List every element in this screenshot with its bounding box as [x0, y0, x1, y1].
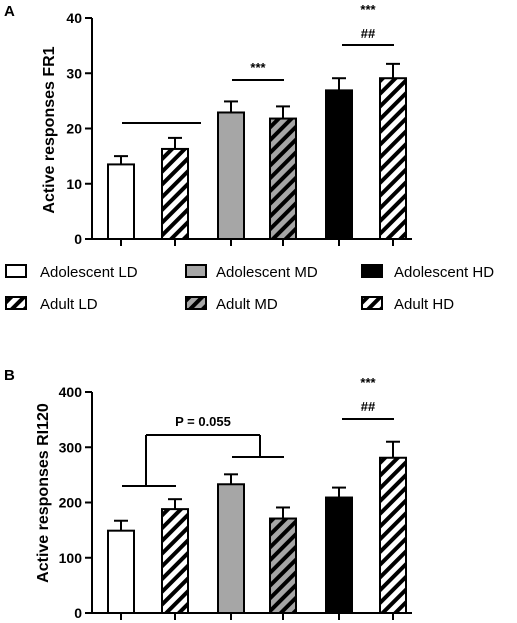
significance-hd-hash: ## [361, 399, 376, 414]
y-tick-label: 10 [66, 176, 82, 192]
bar-adolescent-ld [107, 163, 135, 241]
chart-panel-a: 0 10 20 30 40 *** *** ## [66, 2, 412, 247]
legend-label-adult-md: Adult MD [216, 296, 278, 313]
bar-adolescent-md [217, 111, 245, 240]
legend-label-adult-hd: Adult HD [394, 296, 454, 313]
panel-letter-b: B [4, 367, 15, 384]
y-axis-label-b: Active responses RI120 [35, 403, 52, 583]
significance-hd-star: *** [360, 375, 376, 390]
y-axis-label-a: Active responses FR1 [41, 46, 58, 213]
legend-swatch-adult-ld [5, 296, 27, 310]
bar-adult-ld [161, 147, 189, 241]
legend-swatch-adult-md [185, 296, 207, 310]
legend-label-adolescent-ld: Adolescent LD [40, 264, 138, 281]
bar-adult-hd [379, 77, 407, 240]
legend-label-adult-ld: Adult LD [40, 296, 98, 313]
y-tick-label: 20 [66, 121, 82, 137]
bar-adult-hd [379, 456, 407, 614]
y-tick-label: 100 [59, 550, 83, 566]
y-tick-label: 0 [74, 605, 82, 621]
significance-hd-star: *** [360, 2, 376, 17]
bar-adolescent-hd [325, 89, 353, 240]
panel-letter-a: A [4, 3, 15, 20]
bar-adult-md [269, 117, 297, 240]
chart-panel-b: 0 100 200 300 400 P = 0.055 *** ## [59, 375, 412, 621]
bar-adolescent-md [217, 483, 245, 614]
legend: Adolescent LD Adolescent MD Adolescent H… [5, 264, 494, 313]
significance-hd-hash: ## [361, 26, 376, 41]
y-tick-label: 200 [59, 495, 83, 511]
bar-adult-ld [161, 508, 189, 615]
y-tick-label: 400 [59, 384, 83, 400]
y-tick-label: 300 [59, 439, 83, 455]
legend-swatch-adolescent-ld [5, 264, 27, 278]
bar-adolescent-ld [107, 529, 135, 614]
legend-swatch-adolescent-md [185, 264, 207, 278]
y-tick-label: 30 [66, 65, 82, 81]
y-tick-label: 40 [66, 10, 82, 26]
p-value-label: P = 0.055 [175, 414, 231, 429]
y-tick-label: 0 [74, 231, 82, 247]
legend-label-adolescent-md: Adolescent MD [216, 264, 318, 281]
bar-adolescent-hd [325, 496, 353, 614]
significance-md: *** [250, 60, 266, 75]
legend-swatch-adult-hd [361, 296, 383, 310]
bar-adult-md [269, 517, 297, 615]
legend-label-adolescent-hd: Adolescent HD [394, 264, 494, 281]
legend-swatch-adolescent-hd [361, 264, 383, 278]
